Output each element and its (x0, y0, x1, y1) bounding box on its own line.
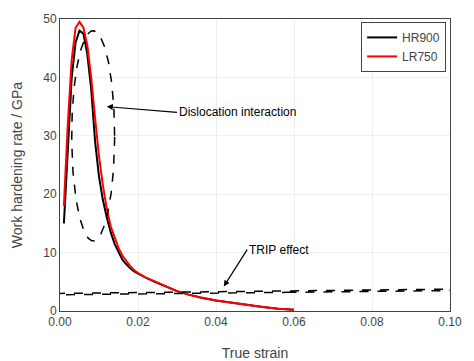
svg-text:50: 50 (43, 12, 57, 26)
svg-text:0.06: 0.06 (282, 315, 306, 329)
svg-text:0.04: 0.04 (204, 315, 228, 329)
svg-text:TRIP effect: TRIP effect (249, 243, 309, 257)
svg-text:40: 40 (43, 71, 57, 85)
svg-text:20: 20 (43, 187, 57, 201)
svg-text:0: 0 (50, 304, 57, 318)
svg-text:0.02: 0.02 (126, 315, 150, 329)
svg-text:LR750: LR750 (402, 50, 438, 64)
svg-text:Work hardening rate / GPa: Work hardening rate / GPa (9, 82, 25, 248)
svg-text:0.00: 0.00 (48, 315, 72, 329)
svg-text:0.08: 0.08 (360, 315, 384, 329)
svg-text:10: 10 (43, 246, 57, 260)
svg-text:Dislocation interaction: Dislocation interaction (179, 105, 296, 119)
svg-text:HR900: HR900 (402, 31, 440, 45)
svg-text:30: 30 (43, 129, 57, 143)
svg-text:0.10: 0.10 (438, 315, 462, 329)
svg-text:True strain: True strain (222, 345, 288, 361)
